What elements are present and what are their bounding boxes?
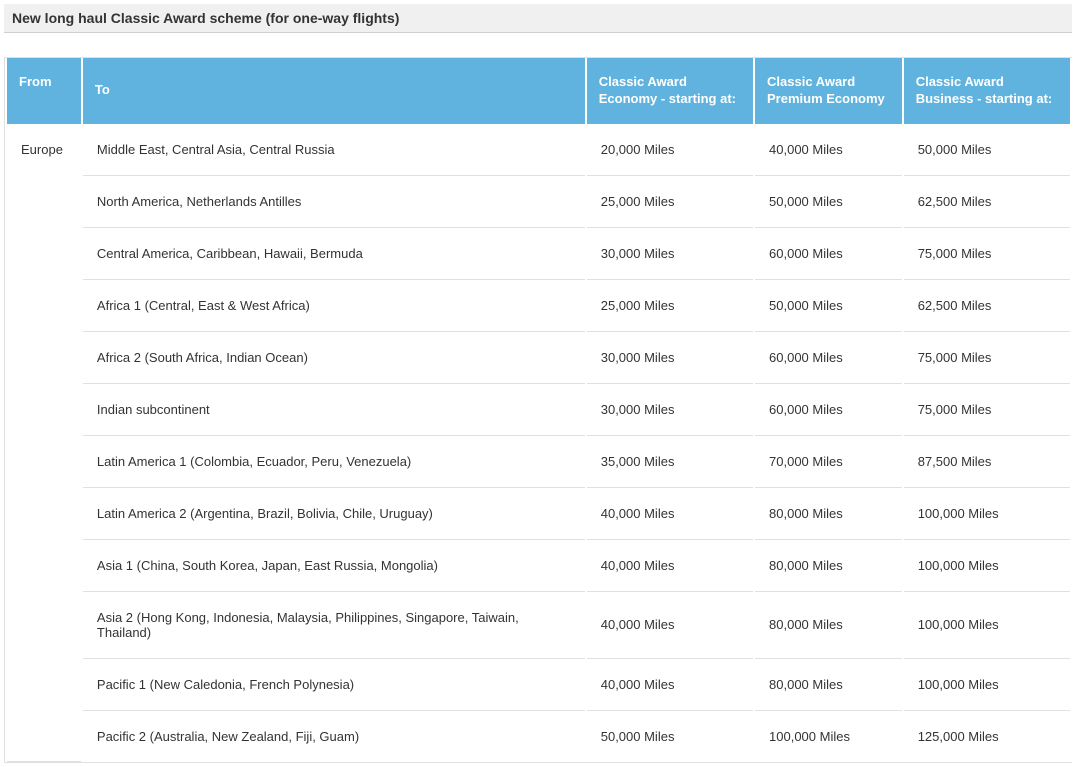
cell-economy: 30,000 Miles	[587, 332, 753, 384]
cell-economy: 50,000 Miles	[587, 711, 753, 762]
cell-to: Latin America 2 (Argentina, Brazil, Boli…	[83, 488, 585, 540]
cell-from: Europe	[7, 124, 81, 762]
table-row: Africa 1 (Central, East & West Africa) 2…	[7, 280, 1070, 332]
cell-to: Central America, Caribbean, Hawaii, Berm…	[83, 228, 585, 280]
page-title: New long haul Classic Award scheme (for …	[12, 10, 1064, 26]
table-row: Latin America 2 (Argentina, Brazil, Boli…	[7, 488, 1070, 540]
cell-business: 75,000 Miles	[904, 332, 1070, 384]
cell-business: 125,000 Miles	[904, 711, 1070, 762]
table-row: Europe Middle East, Central Asia, Centra…	[7, 124, 1070, 176]
table-header-row: From To Classic Award Economy - starting…	[7, 58, 1070, 124]
col-header-economy: Classic Award Economy - starting at:	[587, 58, 753, 124]
cell-economy: 40,000 Miles	[587, 488, 753, 540]
table-row: Asia 1 (China, South Korea, Japan, East …	[7, 540, 1070, 592]
cell-premium: 100,000 Miles	[755, 711, 902, 762]
cell-business: 50,000 Miles	[904, 124, 1070, 176]
award-table: From To Classic Award Economy - starting…	[4, 57, 1072, 763]
cell-premium: 50,000 Miles	[755, 176, 902, 228]
col-header-premium: Classic Award Premium Economy	[755, 58, 902, 124]
col-header-to: To	[83, 58, 585, 124]
cell-to: North America, Netherlands Antilles	[83, 176, 585, 228]
table-row: Pacific 1 (New Caledonia, French Polynes…	[7, 659, 1070, 711]
cell-economy: 20,000 Miles	[587, 124, 753, 176]
cell-business: 75,000 Miles	[904, 228, 1070, 280]
cell-business: 75,000 Miles	[904, 384, 1070, 436]
table-body: Europe Middle East, Central Asia, Centra…	[7, 124, 1070, 762]
cell-economy: 40,000 Miles	[587, 592, 753, 659]
cell-to: Pacific 2 (Australia, New Zealand, Fiji,…	[83, 711, 585, 762]
cell-to: Asia 2 (Hong Kong, Indonesia, Malaysia, …	[83, 592, 585, 659]
col-header-business: Classic Award Business - starting at:	[904, 58, 1070, 124]
cell-economy: 25,000 Miles	[587, 176, 753, 228]
cell-to: Africa 2 (South Africa, Indian Ocean)	[83, 332, 585, 384]
cell-premium: 40,000 Miles	[755, 124, 902, 176]
cell-premium: 80,000 Miles	[755, 540, 902, 592]
cell-premium: 60,000 Miles	[755, 384, 902, 436]
table-row: Latin America 1 (Colombia, Ecuador, Peru…	[7, 436, 1070, 488]
cell-to: Asia 1 (China, South Korea, Japan, East …	[83, 540, 585, 592]
page-header: New long haul Classic Award scheme (for …	[4, 4, 1072, 33]
cell-to: Africa 1 (Central, East & West Africa)	[83, 280, 585, 332]
cell-economy: 40,000 Miles	[587, 659, 753, 711]
cell-economy: 30,000 Miles	[587, 384, 753, 436]
cell-business: 100,000 Miles	[904, 488, 1070, 540]
cell-to: Middle East, Central Asia, Central Russi…	[83, 124, 585, 176]
cell-business: 87,500 Miles	[904, 436, 1070, 488]
cell-premium: 70,000 Miles	[755, 436, 902, 488]
cell-economy: 30,000 Miles	[587, 228, 753, 280]
table-row: North America, Netherlands Antilles 25,0…	[7, 176, 1070, 228]
col-header-from: From	[7, 58, 81, 124]
cell-premium: 60,000 Miles	[755, 332, 902, 384]
cell-premium: 50,000 Miles	[755, 280, 902, 332]
table-row: Africa 2 (South Africa, Indian Ocean) 30…	[7, 332, 1070, 384]
cell-business: 100,000 Miles	[904, 659, 1070, 711]
cell-premium: 80,000 Miles	[755, 488, 902, 540]
cell-premium: 80,000 Miles	[755, 659, 902, 711]
cell-business: 62,500 Miles	[904, 280, 1070, 332]
cell-business: 100,000 Miles	[904, 592, 1070, 659]
table-row: Asia 2 (Hong Kong, Indonesia, Malaysia, …	[7, 592, 1070, 659]
cell-business: 100,000 Miles	[904, 540, 1070, 592]
cell-to: Pacific 1 (New Caledonia, French Polynes…	[83, 659, 585, 711]
cell-to: Indian subcontinent	[83, 384, 585, 436]
cell-premium: 80,000 Miles	[755, 592, 902, 659]
table-row: Central America, Caribbean, Hawaii, Berm…	[7, 228, 1070, 280]
cell-premium: 60,000 Miles	[755, 228, 902, 280]
cell-business: 62,500 Miles	[904, 176, 1070, 228]
cell-to: Latin America 1 (Colombia, Ecuador, Peru…	[83, 436, 585, 488]
table-row: Pacific 2 (Australia, New Zealand, Fiji,…	[7, 711, 1070, 762]
cell-economy: 35,000 Miles	[587, 436, 753, 488]
cell-economy: 40,000 Miles	[587, 540, 753, 592]
table-row: Indian subcontinent 30,000 Miles 60,000 …	[7, 384, 1070, 436]
cell-economy: 25,000 Miles	[587, 280, 753, 332]
